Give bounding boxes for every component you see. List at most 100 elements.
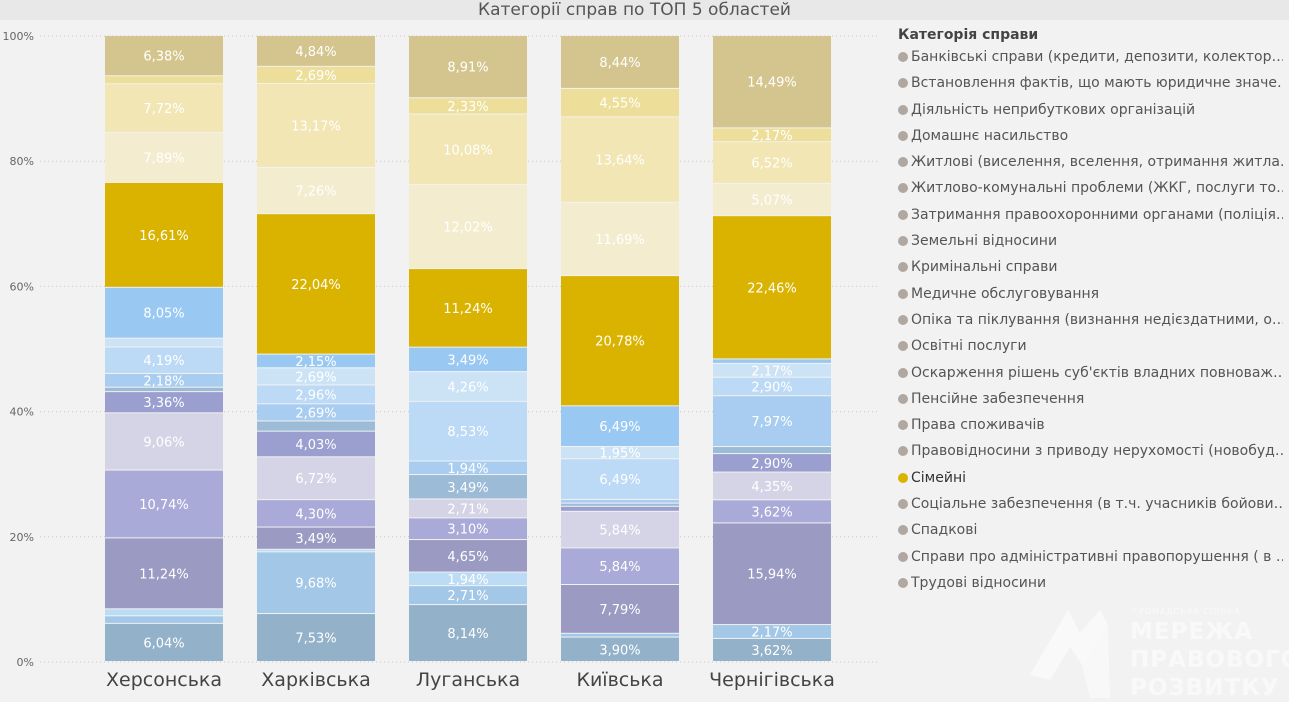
bar-segment[interactable]: [409, 518, 527, 540]
bar-segment[interactable]: [257, 83, 375, 167]
bar-segment[interactable]: [713, 359, 831, 363]
bar-segment[interactable]: [257, 404, 375, 421]
bar-segment[interactable]: [105, 347, 223, 373]
bar-segment[interactable]: [561, 459, 679, 499]
bar-segment[interactable]: [105, 387, 223, 392]
legend-item[interactable]: Правовідносини з приводу нерухомості (но…: [898, 438, 1283, 464]
bar-segment[interactable]: [713, 454, 831, 472]
bar-segment[interactable]: [257, 167, 375, 214]
bar-segment[interactable]: [105, 609, 223, 616]
bar-segment[interactable]: [409, 586, 527, 605]
legend-item[interactable]: Права споживачів: [898, 412, 1283, 438]
bar-segment[interactable]: [257, 500, 375, 527]
bar-segment[interactable]: [713, 396, 831, 447]
bar-segment[interactable]: [561, 503, 679, 506]
legend-item[interactable]: Спадкові: [898, 517, 1283, 543]
bar-segment[interactable]: [257, 549, 375, 552]
bar-segment[interactable]: [257, 66, 375, 83]
bar-segment[interactable]: [105, 287, 223, 338]
bar-segment[interactable]: [713, 625, 831, 638]
legend-item[interactable]: Освітні послуги: [898, 333, 1283, 359]
bar-segment[interactable]: [713, 377, 831, 396]
bar-segment[interactable]: [105, 392, 223, 413]
bar-segment[interactable]: [561, 511, 679, 548]
bar-segment[interactable]: [105, 373, 223, 387]
bar-segment[interactable]: [105, 538, 223, 609]
legend-item[interactable]: Соціальне забезпечення (в т.ч. учасників…: [898, 491, 1283, 517]
legend-item[interactable]: Затримання правоохоронними органами (пол…: [898, 202, 1283, 228]
bar-segment[interactable]: [713, 363, 831, 377]
bar-segment[interactable]: [409, 605, 527, 661]
bar-segment[interactable]: [561, 88, 679, 117]
legend-item[interactable]: Діяльність неприбуткових організацій: [898, 97, 1283, 123]
bar-segment[interactable]: [561, 36, 679, 88]
bar-segment[interactable]: [561, 202, 679, 276]
bar-segment[interactable]: [561, 117, 679, 202]
legend-item[interactable]: Опіка та піклування (визнання недієздатн…: [898, 307, 1283, 333]
bar-segment[interactable]: [105, 470, 223, 538]
bar-segment[interactable]: [561, 633, 679, 637]
bar-segment[interactable]: [257, 214, 375, 354]
bar-segment[interactable]: [561, 506, 679, 511]
bar-segment[interactable]: [105, 338, 223, 347]
legend-item[interactable]: Житлові (виселення, вселення, отримання …: [898, 149, 1283, 175]
bar-segment[interactable]: [105, 133, 223, 182]
bar-segment[interactable]: [409, 475, 527, 499]
bar-segment[interactable]: [105, 413, 223, 470]
bar-segment[interactable]: [713, 183, 831, 216]
bar-segment[interactable]: [409, 114, 527, 185]
bar-segment[interactable]: [409, 461, 527, 475]
legend-item[interactable]: Трудові відносини: [898, 570, 1283, 596]
bar-segment[interactable]: [257, 614, 375, 661]
bar-segment[interactable]: [713, 36, 831, 128]
bar-segment[interactable]: [561, 548, 679, 584]
bar-segment[interactable]: [105, 84, 223, 133]
bar-segment[interactable]: [409, 36, 527, 98]
bar-segment[interactable]: [105, 182, 223, 287]
bar-segment[interactable]: [409, 269, 527, 347]
bar-segment[interactable]: [257, 385, 375, 404]
bar-segment[interactable]: [409, 499, 527, 518]
bar-segment[interactable]: [409, 98, 527, 114]
bar-segment[interactable]: [257, 421, 375, 431]
bar-segment[interactable]: [561, 584, 679, 633]
bar-segment[interactable]: [257, 552, 375, 614]
bar-segment[interactable]: [257, 36, 375, 66]
legend-item[interactable]: Пенсійне забезпечення: [898, 386, 1283, 412]
bar-segment[interactable]: [713, 500, 831, 523]
legend-item[interactable]: Житлово-комунальні проблеми (ЖКГ, послуг…: [898, 175, 1283, 201]
bar-segment[interactable]: [409, 540, 527, 572]
legend-item[interactable]: Встановлення фактів, що мають юридичне з…: [898, 70, 1283, 96]
bar-segment[interactable]: [713, 216, 831, 359]
bar-segment[interactable]: [105, 76, 223, 84]
bar-segment[interactable]: [257, 527, 375, 549]
bar-segment[interactable]: [409, 185, 527, 269]
bar-segment[interactable]: [561, 276, 679, 406]
bar-segment[interactable]: [713, 128, 831, 142]
bar-segment[interactable]: [257, 368, 375, 385]
bar-segment[interactable]: [257, 457, 375, 500]
bar-segment[interactable]: [713, 523, 831, 625]
bar-segment[interactable]: [713, 638, 831, 661]
bar-segment[interactable]: [561, 447, 679, 459]
bar-segment[interactable]: [409, 401, 527, 461]
bar-segment[interactable]: [713, 472, 831, 500]
bar-segment[interactable]: [257, 354, 375, 368]
legend-item[interactable]: Оскарження рішень суб'єктів владних повн…: [898, 360, 1283, 386]
bar-segment[interactable]: [105, 623, 223, 661]
legend-item[interactable]: Справи про адміністративні правопорушенн…: [898, 544, 1283, 570]
bar-segment[interactable]: [105, 36, 223, 76]
legend-item[interactable]: Сімейні: [898, 465, 1283, 491]
legend-item[interactable]: Банківські справи (кредити, депозити, ко…: [898, 44, 1283, 70]
legend-item[interactable]: Медичне обслуговування: [898, 281, 1283, 307]
legend-item[interactable]: Кримінальні справи: [898, 254, 1283, 280]
bar-segment[interactable]: [561, 406, 679, 447]
bar-segment[interactable]: [561, 499, 679, 503]
bar-segment[interactable]: [409, 572, 527, 586]
bar-segment[interactable]: [257, 431, 375, 457]
legend-item[interactable]: Домашнє насильство: [898, 123, 1283, 149]
bar-segment[interactable]: [713, 447, 831, 454]
bar-segment[interactable]: [561, 637, 679, 661]
legend-item[interactable]: Земельні відносини: [898, 228, 1283, 254]
bar-segment[interactable]: [409, 372, 527, 401]
